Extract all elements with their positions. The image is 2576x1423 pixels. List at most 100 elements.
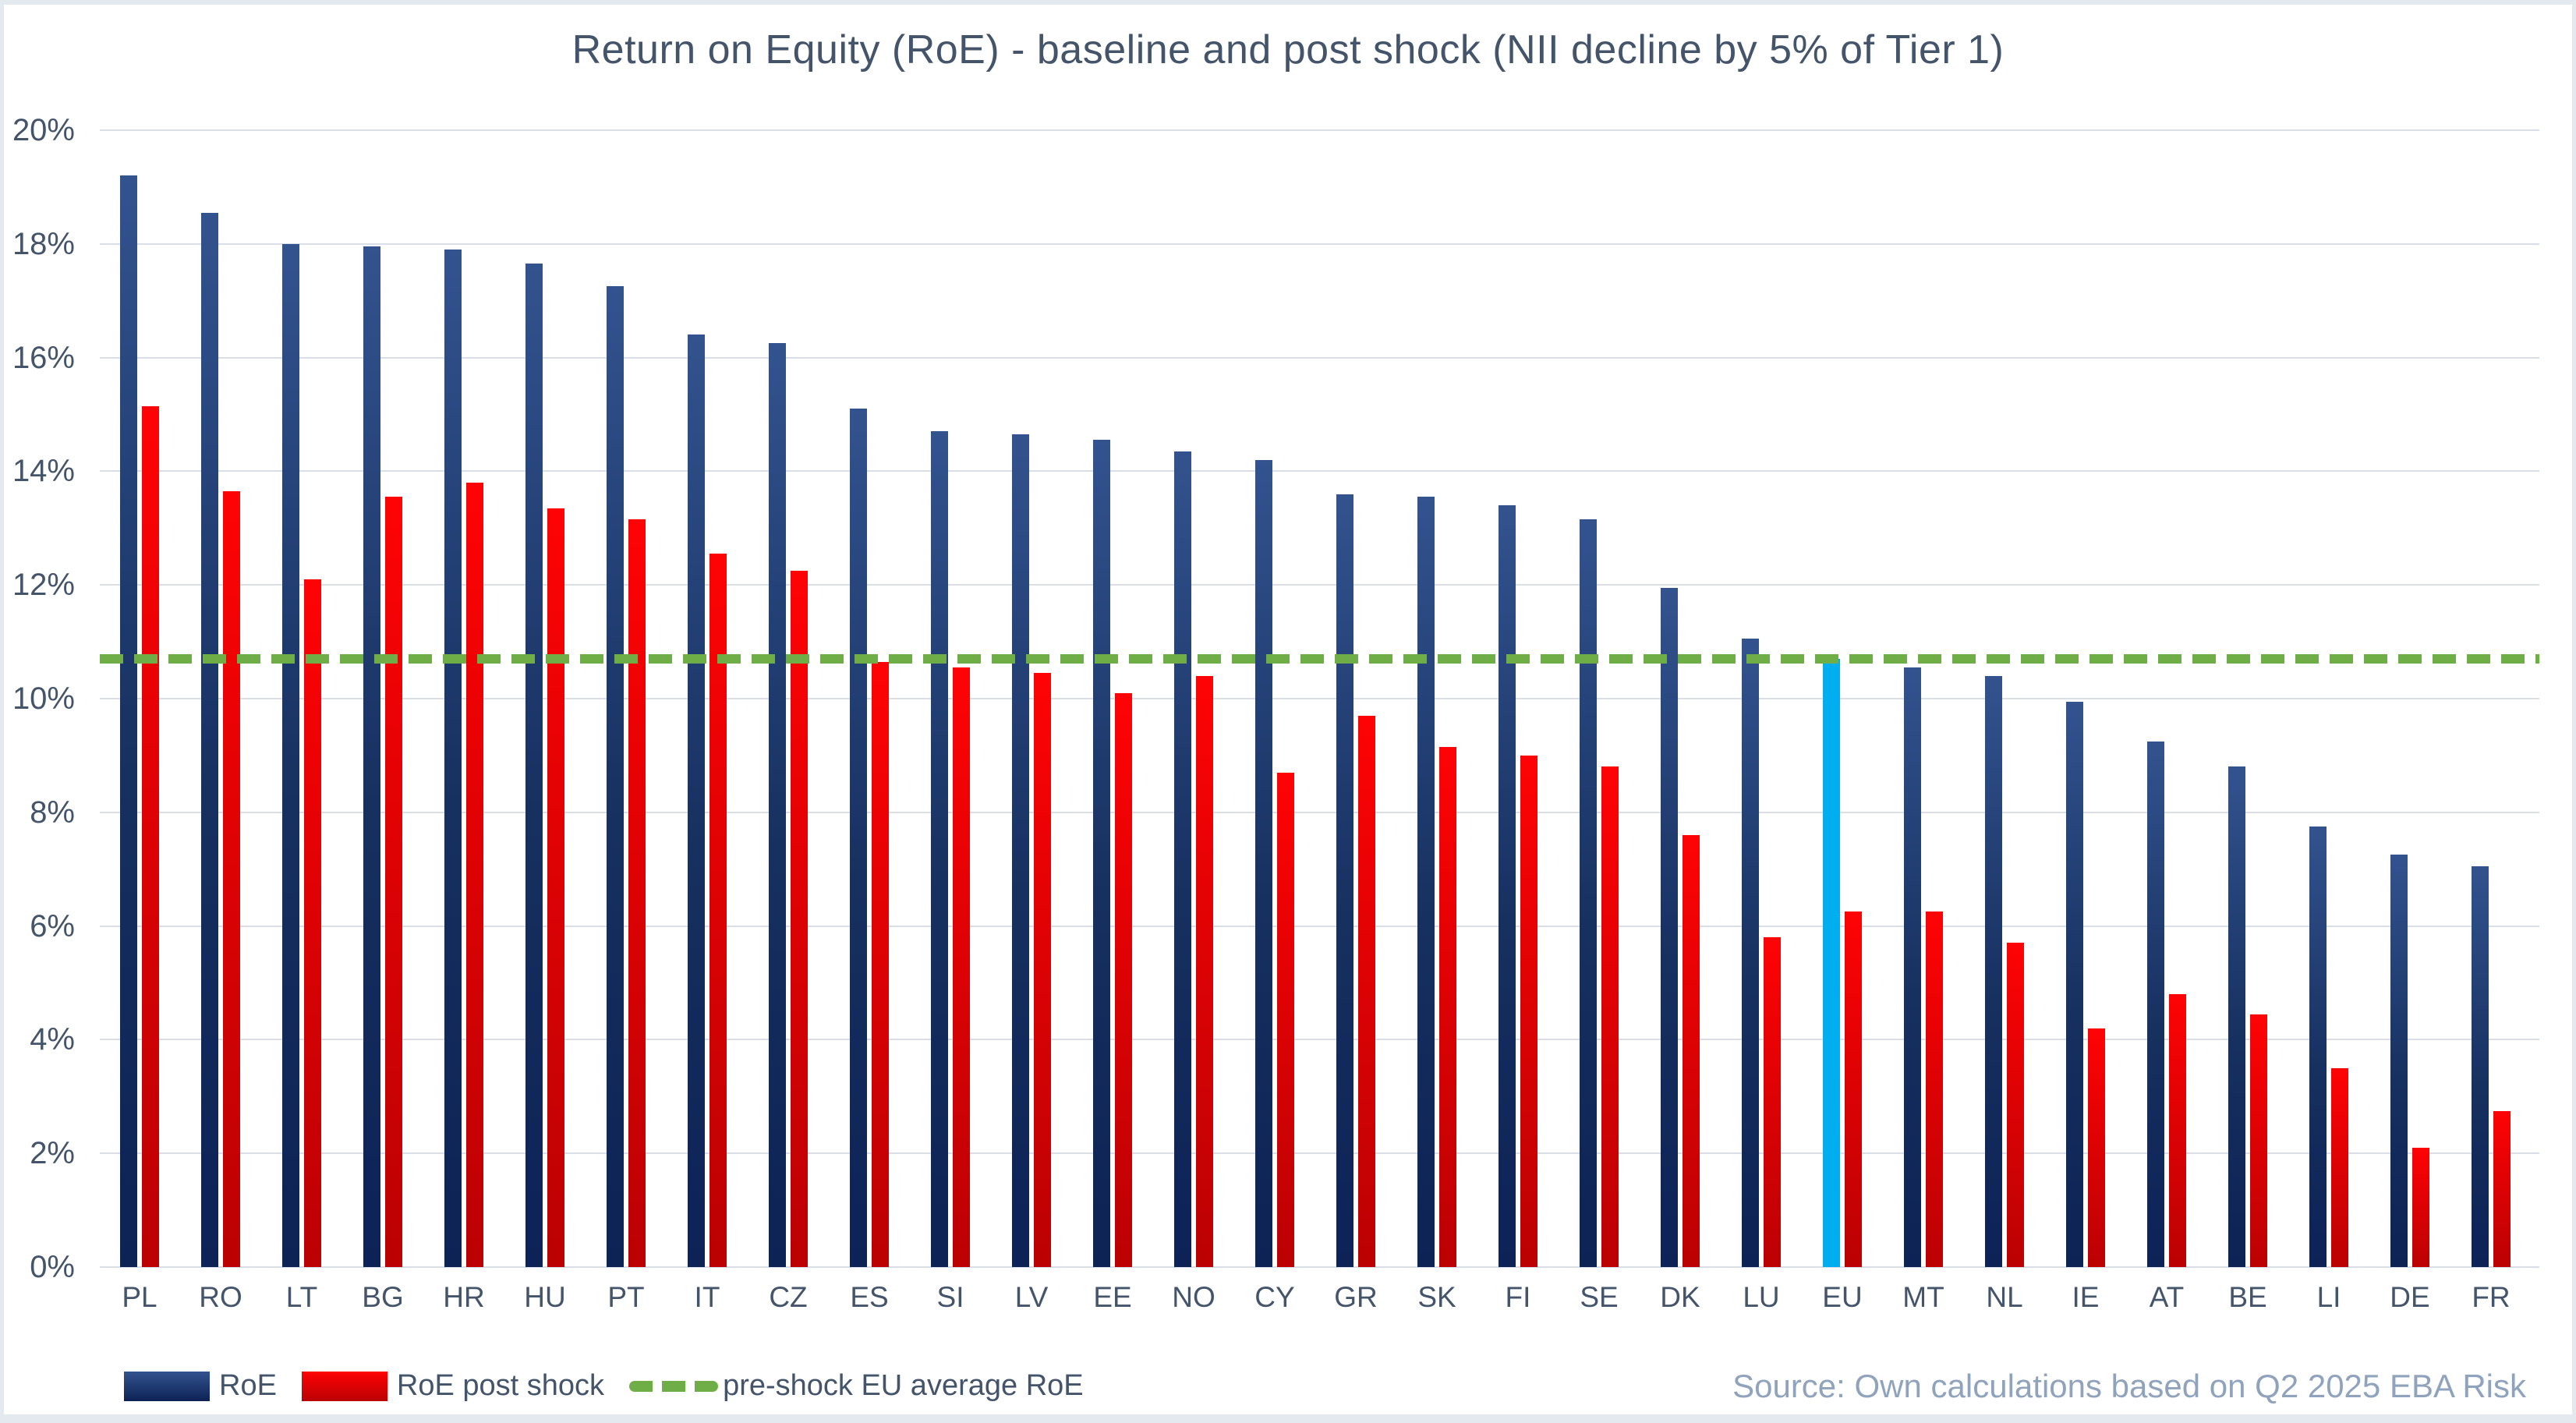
bar-roe-LT: [282, 243, 299, 1267]
bar-roe-post-shock-EU: [1845, 911, 1862, 1267]
gridline-10pct: [100, 698, 2539, 699]
gridline-0pct: [100, 1266, 2539, 1268]
gridline-18pct: [100, 242, 2539, 245]
legend-swatch-roe-post-shock: [301, 1371, 387, 1401]
bar-roe-post-shock-IE: [2088, 1028, 2105, 1267]
gridline-8pct: [100, 811, 2539, 813]
legend-label-roe: RoE: [219, 1369, 277, 1402]
bar-roe-post-shock-BE: [2250, 1014, 2267, 1267]
bar-roe-post-shock-DE: [2412, 1147, 2429, 1267]
x-tick-label-GR: GR: [1334, 1281, 1378, 1313]
bar-roe-HU: [525, 264, 543, 1267]
frame-edge-right: [2572, 0, 2576, 1423]
bar-roe-SK: [1417, 497, 1435, 1267]
bar-roe-AT: [2147, 741, 2164, 1267]
bar-roe-NL: [1985, 675, 2002, 1267]
x-tick-label-LI: LI: [2316, 1281, 2341, 1313]
bar-roe-BG: [363, 246, 380, 1267]
x-tick-label-IT: IT: [694, 1281, 720, 1313]
x-tick-label-EU: EU: [1822, 1281, 1863, 1313]
y-tick-label-18pct: 18%: [12, 226, 75, 261]
plot-area: PL RO LT BG HR HU PT IT CZ ES SI LV EE NO CY GR SK FI SE DK…: [100, 129, 2539, 1313]
x-tick-label-DE: DE: [2390, 1281, 2430, 1313]
bar-roe-SI: [931, 431, 948, 1267]
frame-edge-left: [0, 0, 4, 1423]
bar-roe-LU: [1742, 639, 1759, 1267]
x-tick-label-HR: HR: [443, 1281, 485, 1313]
y-tick-label-6pct: 6%: [30, 908, 75, 943]
legend-swatch-roe: [124, 1371, 210, 1401]
legend-label-eu-average: pre-shock EU average RoE: [723, 1369, 1084, 1402]
bar-roe-PL: [120, 175, 137, 1267]
bar-roe-GR: [1336, 494, 1353, 1267]
bar-roe-post-shock-FR: [2493, 1110, 2511, 1267]
x-tick-label-SI: SI: [936, 1281, 964, 1313]
bar-roe-SE: [1580, 519, 1597, 1267]
x-tick-label-BG: BG: [362, 1281, 404, 1313]
gridline-16pct: [100, 356, 2539, 359]
bar-roe-LV: [1012, 434, 1029, 1267]
bar-roe-post-shock-RO: [223, 490, 240, 1267]
gridline-2pct: [100, 1152, 2539, 1155]
bar-roe-FR: [2472, 866, 2489, 1267]
source-note: Source: Own calculations based on Q2 202…: [1732, 1368, 2526, 1404]
y-tick-label-16pct: 16%: [12, 340, 75, 375]
bar-roe-post-shock-FI: [1520, 755, 1537, 1267]
y-tick-label-12pct: 12%: [12, 568, 75, 603]
y-tick-label-8pct: 8%: [30, 795, 75, 830]
bar-roe-EE: [1093, 440, 1110, 1267]
x-tick-label-NL: NL: [1986, 1281, 2023, 1313]
x-tick-label-LU: LU: [1743, 1281, 1780, 1313]
x-tick-label-PT: PT: [607, 1281, 645, 1313]
bar-roe-RO: [201, 212, 218, 1267]
frame-edge-bottom: [0, 1414, 2576, 1423]
chart-title: Return on Equity (RoE) - baseline and po…: [571, 27, 2005, 73]
x-tick-label-AT: AT: [2149, 1281, 2185, 1313]
bar-roe-DE: [2390, 855, 2408, 1267]
x-tick-label-IE: IE: [2072, 1281, 2100, 1313]
x-tick-label-FR: FR: [2472, 1281, 2511, 1313]
y-tick-label-14pct: 14%: [12, 454, 75, 489]
bar-roe-post-shock-CY: [1277, 772, 1294, 1267]
x-tick-label-SE: SE: [1580, 1281, 1619, 1313]
bar-roe-CZ: [769, 343, 786, 1267]
bar-roe-post-shock-SE: [1601, 766, 1619, 1267]
x-tick-label-BE: BE: [2228, 1281, 2267, 1313]
bar-roe-ES: [850, 409, 867, 1267]
bar-roe-post-shock-SK: [1439, 746, 1456, 1267]
x-tick-label-NO: NO: [1172, 1281, 1215, 1313]
bar-roe-post-shock-PT: [628, 519, 646, 1267]
gridline-12pct: [100, 584, 2539, 586]
bar-roe-LI: [2309, 827, 2327, 1267]
x-tick-label-ES: ES: [850, 1281, 889, 1313]
bar-roe-post-shock-LU: [1764, 937, 1781, 1267]
y-tick-label-4pct: 4%: [30, 1022, 75, 1057]
x-tick-label-SK: SK: [1417, 1281, 1456, 1313]
chart-legend: RoE RoE post shock pre-shock EU average …: [124, 1369, 1109, 1403]
bar-roe-DK: [1661, 587, 1678, 1267]
bar-roe-post-shock-EE: [1115, 692, 1132, 1267]
bar-roe-post-shock-NL: [2007, 943, 2024, 1267]
x-tick-label-HU: HU: [524, 1281, 566, 1313]
gridline-4pct: [100, 1039, 2539, 1041]
bar-roe-post-shock-DK: [1683, 834, 1700, 1267]
y-tick-label-0pct: 0%: [30, 1250, 75, 1284]
bar-roe-post-shock-IT: [709, 554, 727, 1267]
x-tick-label-RO: RO: [199, 1281, 242, 1313]
x-tick-label-FI: FI: [1505, 1281, 1531, 1313]
bar-roe-post-shock-HR: [466, 482, 483, 1267]
bar-roe-post-shock-NO: [1196, 675, 1213, 1267]
reference-line-eu-average: [100, 653, 2539, 664]
y-tick-label-2pct: 2%: [30, 1136, 75, 1171]
bar-roe-post-shock-LI: [2331, 1067, 2348, 1267]
y-tick-label-10pct: 10%: [12, 681, 75, 716]
x-tick-label-CY: CY: [1254, 1281, 1295, 1313]
bar-roe-post-shock-LT: [304, 579, 321, 1267]
bar-roe-post-shock-BG: [385, 497, 402, 1267]
bar-roe-post-shock-PL: [142, 405, 159, 1267]
bar-roe-PT: [607, 286, 624, 1267]
bar-roe-FI: [1499, 505, 1516, 1267]
bar-roe-post-shock-HU: [547, 508, 564, 1267]
bar-roe-MT: [1904, 667, 1921, 1267]
bar-roe-IE: [2066, 701, 2083, 1267]
